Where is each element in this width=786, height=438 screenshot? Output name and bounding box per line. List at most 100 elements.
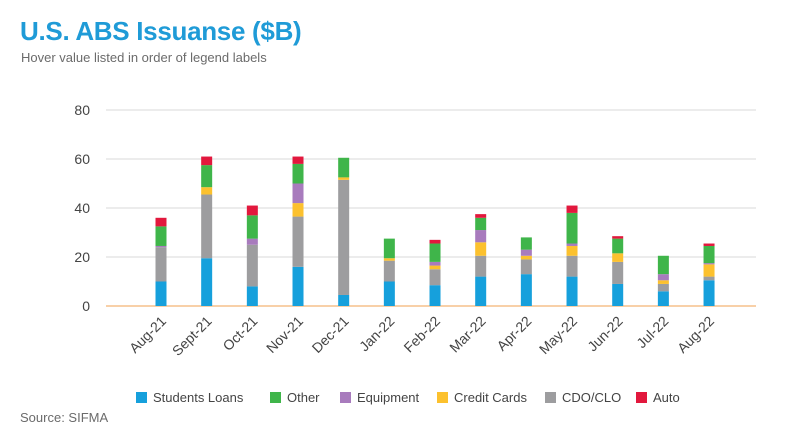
legend-label: Auto [653,390,680,405]
legend-item-equipment[interactable]: Equipment [340,390,420,405]
bar-segment-auto[interactable] [703,243,715,246]
bar-segment-auto[interactable] [155,217,167,227]
bar-segment-equipment[interactable] [520,249,532,256]
bar-segment-equipment[interactable] [703,263,715,265]
x-tick-label: Jun-22 [584,313,626,355]
legend-swatch [340,392,351,403]
bar-segment-other[interactable] [657,255,669,275]
legend: Students Loans Other Equipment Credit Cards… [136,390,680,405]
y-tick-label: 40 [74,200,90,216]
legend-item-auto[interactable]: Auto [636,390,680,405]
bar-segment-other[interactable] [520,237,532,250]
bar-segment-cdo-clo[interactable] [566,255,578,277]
bar-segment-cdo-clo[interactable] [292,216,304,267]
bar-segment-other[interactable] [246,215,258,239]
bar-segment-other[interactable] [383,238,395,259]
bar-segment-cdo-clo[interactable] [246,244,258,287]
x-tick-label: Aug-21 [126,313,169,356]
bar-segment-credit-cards[interactable] [292,203,304,217]
bar-segment-cdo-clo[interactable] [201,194,213,259]
x-tick-label: Mar-22 [446,313,489,356]
bar-segment-students-loans[interactable] [383,281,395,307]
bar-segment-auto[interactable] [475,214,487,218]
bar-segment-cdo-clo[interactable] [429,269,441,286]
legend-swatch [636,392,647,403]
bar-segment-credit-cards[interactable] [338,177,350,180]
y-tick-label: 80 [74,102,90,118]
bar-segment-equipment[interactable] [155,245,167,248]
y-tick-label: 60 [74,151,90,167]
bar-segment-students-loans[interactable] [429,285,441,306]
bar-segment-credit-cards[interactable] [429,265,441,270]
bar-segment-credit-cards[interactable] [566,245,578,256]
x-tick-label: Jan-22 [356,313,398,355]
bar-segment-cdo-clo[interactable] [612,261,624,284]
x-tick-label: Dec-21 [309,313,352,356]
bar-segment-other[interactable] [475,217,487,231]
bar-segment-other[interactable] [612,238,624,254]
bar-segment-cdo-clo[interactable] [383,260,395,282]
y-tick-label: 0 [82,298,90,314]
y-axis-ticks: 0 20 40 60 80 [74,102,90,314]
bar-segment-students-loans[interactable] [612,283,624,306]
legend-swatch [136,392,147,403]
bar-segment-auto[interactable] [429,239,441,244]
bar-segment-auto[interactable] [201,156,213,166]
bar-segment-students-loans[interactable] [292,266,304,306]
bar-segment-equipment[interactable] [566,243,578,246]
bar-segment-equipment[interactable] [292,183,304,204]
x-tick-label: Oct-21 [219,313,260,354]
bar-segment-students-loans[interactable] [155,281,167,307]
bar-segment-other[interactable] [338,157,350,178]
legend-label: Other [287,390,320,405]
bar-segment-credit-cards[interactable] [612,253,624,262]
bar-segment-credit-cards[interactable] [383,258,395,261]
bar-segment-credit-cards[interactable] [520,255,532,260]
legend-swatch [545,392,556,403]
legend-item-cdo-clo[interactable]: CDO/CLO [545,390,621,405]
source-note: Source: SIFMA [20,410,109,425]
bar-segment-cdo-clo[interactable] [703,276,715,281]
chart-subtitle: Hover value listed in order of legend la… [21,50,267,65]
bar-segment-other[interactable] [429,243,441,262]
legend-item-credit-cards[interactable]: Credit Cards [437,390,527,405]
legend-swatch [437,392,448,403]
bar-segment-auto[interactable] [566,205,578,213]
bar-segment-students-loans[interactable] [201,258,213,306]
bar-segment-cdo-clo[interactable] [657,283,669,292]
bar-segment-students-loans[interactable] [703,280,715,306]
bar-segment-cdo-clo[interactable] [338,179,350,295]
bar-segment-equipment[interactable] [246,238,258,245]
x-tick-label: Apr-22 [493,313,534,354]
bar-segment-credit-cards[interactable] [475,242,487,256]
bar-segment-other[interactable] [292,163,304,184]
legend-item-students-loans[interactable]: Students Loans [136,390,244,405]
bar-segment-cdo-clo[interactable] [520,259,532,275]
bar-segment-cdo-clo[interactable] [475,255,487,277]
bar-segment-credit-cards[interactable] [201,187,213,195]
y-tick-label: 20 [74,249,90,265]
bar-segment-equipment[interactable] [475,230,487,243]
bar-segment-auto[interactable] [612,236,624,239]
bar-segment-cdo-clo[interactable] [155,247,167,282]
bar-segment-students-loans[interactable] [520,274,532,306]
bar-segment-students-loans[interactable] [475,276,487,306]
bar-segment-students-loans[interactable] [657,291,669,306]
bar-segment-auto[interactable] [292,156,304,164]
bar-segment-students-loans[interactable] [338,294,350,306]
bar-segment-credit-cards[interactable] [657,280,669,284]
bar-segment-students-loans[interactable] [566,276,578,306]
x-axis-ticks: Aug-21 Sept-21 Oct-21 Nov-21 Dec-21 Jan-22 Feb… [126,313,717,359]
bar-segment-other[interactable] [201,165,213,188]
x-tick-label: Sept-21 [169,313,215,359]
legend-item-other[interactable]: Other [270,390,320,405]
bar-segment-other[interactable] [566,212,578,244]
bar-segment-equipment[interactable] [429,261,441,266]
bar-segment-equipment[interactable] [657,274,669,281]
bar-segment-students-loans[interactable] [246,286,258,306]
bar-segment-auto[interactable] [246,205,258,216]
bar-segment-other[interactable] [703,245,715,264]
bar-segment-credit-cards[interactable] [703,264,715,277]
bar-segment-other[interactable] [155,226,167,246]
